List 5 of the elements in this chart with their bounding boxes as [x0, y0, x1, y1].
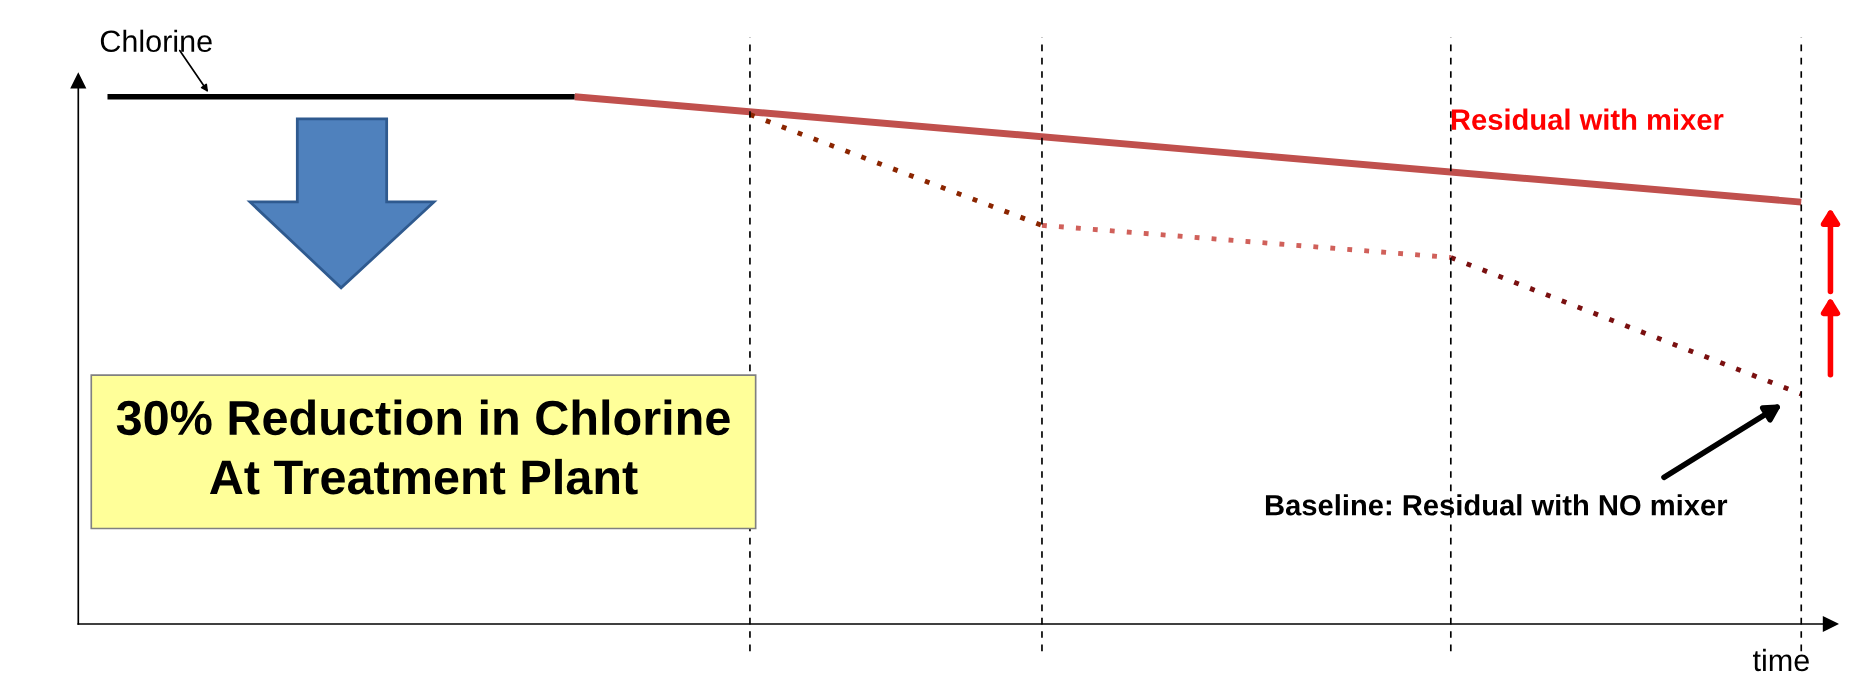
- annotation: Residual with mixer: [1451, 108, 1724, 130]
- annotation: Baseline: Residual with NO mixer: [1265, 494, 1728, 516]
- annotation: 30% Reduction in Chlorine At Treatment Plant: [116, 399, 730, 495]
- y-axis-title: Chlorine: [100, 29, 212, 53]
- x-axis-title: time: [1752, 648, 1809, 672]
